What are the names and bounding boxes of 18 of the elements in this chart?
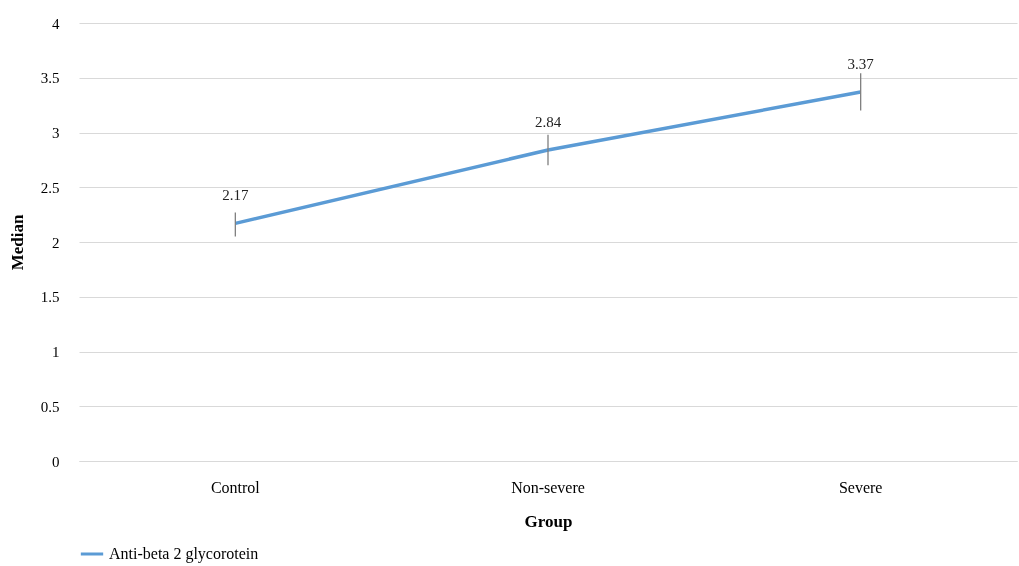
y-tick-label: 0 [52,453,60,470]
y-tick-label: 0.5 [40,398,60,415]
y-tick-label: 2 [52,234,60,251]
y-tick-label: 3.5 [40,70,60,87]
y-tick-label: 1.5 [40,289,60,306]
data-label: 2.84 [534,114,562,131]
y-tick-label: 4 [52,15,60,32]
x-tick-label: Non-severe [511,478,585,496]
x-tick-label: Control [210,478,261,496]
y-axis-title: Median [7,214,27,271]
data-label: 2.17 [222,187,249,204]
x-axis-title: Group [524,511,573,531]
x-tick-label: Severe [838,478,883,496]
legend-label: Anti-beta 2 glycorotein [109,545,259,563]
y-tick-label: 1 [52,344,60,360]
data-label: 3.37 [847,55,875,72]
y-tick-label: 2.5 [40,179,60,196]
y-tick-label: 3 [52,125,60,141]
